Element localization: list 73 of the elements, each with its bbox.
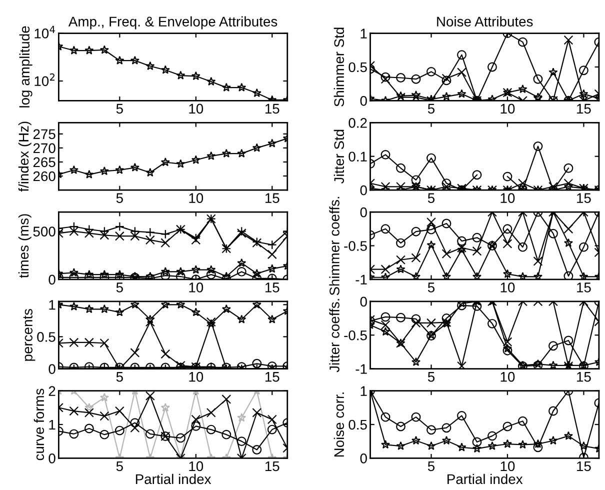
y-tick-label: 1 xyxy=(49,420,56,430)
chart-title: Amp., Freq. & Envelope Attributes xyxy=(68,16,278,30)
y-tick-label: 0.5 xyxy=(348,62,367,72)
y-axis-title: Jitter Std xyxy=(334,130,344,184)
x-tick-label: 5 xyxy=(428,461,435,472)
y-tick-label: 275 xyxy=(33,129,56,140)
y-axis-title: Shimmer coeffs. xyxy=(329,196,340,296)
y-tick-label: 1 xyxy=(49,300,56,310)
x-tick-label: 10 xyxy=(189,282,204,292)
x-tick-label: 15 xyxy=(265,282,280,292)
x-tick-label: 5 xyxy=(116,372,123,382)
y-tick-label: 0.2 xyxy=(348,118,367,128)
x-tick-label: 10 xyxy=(189,372,204,382)
x-tick-label: 5 xyxy=(116,104,123,114)
y-tick-label: 260 xyxy=(33,171,56,182)
x-tick-label: 5 xyxy=(116,193,123,203)
chart-title: Noise Attributes xyxy=(437,16,533,27)
y-tick-label: 0 xyxy=(360,207,367,218)
y-axis-title: log amplitude xyxy=(19,26,32,108)
y-axis-title: Jitter coeffs. xyxy=(329,299,340,372)
x-tick-label: 5 xyxy=(428,282,435,292)
x-tick-label: 10 xyxy=(500,282,515,292)
y-tick-label: 10$^{2}$ xyxy=(34,73,54,86)
y-tick-label: 0 xyxy=(360,453,367,464)
y-tick-label: 0.1 xyxy=(348,152,367,162)
x-tick-label: 15 xyxy=(265,104,280,114)
y-tick-label: -0.5 xyxy=(344,241,367,251)
y-tick-label: 265 xyxy=(33,157,56,168)
x-axis-title: Partial index xyxy=(136,474,212,484)
y-tick-label: 0 xyxy=(48,274,56,285)
y-axis-title: times (ms) xyxy=(18,214,32,278)
y-tick-label: 1 xyxy=(360,28,367,38)
y-axis-title: Shimmer Std xyxy=(334,28,344,106)
y-tick-label: 0 xyxy=(360,185,367,196)
y-tick-label: 1 xyxy=(360,386,367,396)
x-tick-label: 10 xyxy=(500,372,515,382)
y-tick-label: 2 xyxy=(48,386,56,396)
x-tick-label: 5 xyxy=(116,282,123,292)
y-tick-label: -1 xyxy=(356,364,367,374)
x-tick-label: 15 xyxy=(577,193,591,203)
y-tick-label: 0 xyxy=(360,296,367,307)
x-tick-label: 15 xyxy=(265,461,280,472)
x-tick-label: 10 xyxy=(189,104,204,114)
y-axis-title: f/index (Hz) xyxy=(18,122,32,192)
y-axis-title: percents xyxy=(23,308,36,361)
y-tick-label: 270 xyxy=(33,143,56,154)
x-tick-label: 15 xyxy=(577,461,591,472)
x-tick-label: 10 xyxy=(189,461,204,472)
y-tick-label: 0.5 xyxy=(348,420,367,430)
x-tick-label: 15 xyxy=(265,193,280,203)
y-tick-label: -1 xyxy=(356,274,367,284)
x-tick-label: 5 xyxy=(428,372,435,382)
x-tick-label: 10 xyxy=(500,461,515,472)
x-tick-label: 15 xyxy=(577,104,591,114)
y-tick-label: 500 xyxy=(33,226,56,236)
x-tick-label: 10 xyxy=(189,193,204,203)
y-tick-label: 0 xyxy=(360,96,367,106)
y-tick-label: 0.5 xyxy=(37,332,56,342)
x-tick-label: 5 xyxy=(428,104,435,114)
y-tick-label: -0.5 xyxy=(344,330,367,340)
y-tick-label: 0 xyxy=(48,364,56,374)
x-tick-label: 10 xyxy=(500,193,515,203)
x-tick-label: 15 xyxy=(577,372,591,382)
y-tick-label: 0 xyxy=(48,453,56,464)
x-tick-label: 5 xyxy=(116,461,123,472)
x-tick-label: 15 xyxy=(577,282,591,292)
y-axis-title: Noise corr. xyxy=(334,392,344,457)
y-tick-label: 10$^{4}$ xyxy=(34,26,55,38)
x-axis-title: Partial index xyxy=(448,474,523,484)
y-axis-title: curve forms xyxy=(34,388,44,460)
x-tick-label: 10 xyxy=(500,104,515,114)
x-tick-label: 15 xyxy=(265,372,280,382)
x-tick-label: 5 xyxy=(428,193,435,203)
